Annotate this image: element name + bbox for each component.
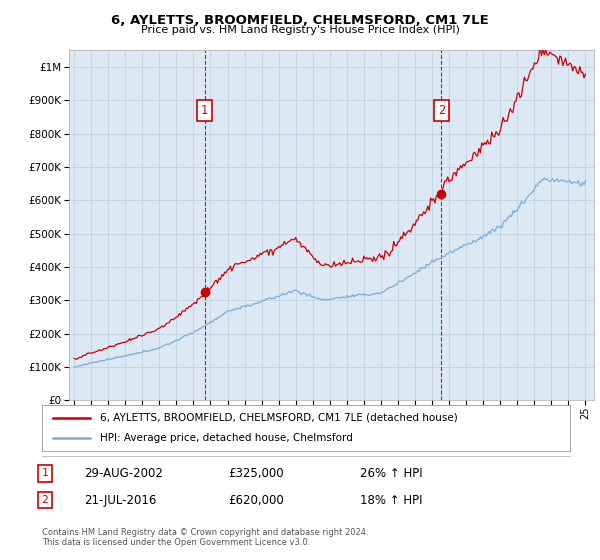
Text: 26% ↑ HPI: 26% ↑ HPI bbox=[360, 466, 422, 480]
Text: £620,000: £620,000 bbox=[228, 493, 284, 507]
Text: HPI: Average price, detached house, Chelmsford: HPI: Average price, detached house, Chel… bbox=[100, 433, 353, 443]
Text: £325,000: £325,000 bbox=[228, 466, 284, 480]
Text: 6, AYLETTS, BROOMFIELD, CHELMSFORD, CM1 7LE (detached house): 6, AYLETTS, BROOMFIELD, CHELMSFORD, CM1 … bbox=[100, 413, 458, 423]
Text: 2: 2 bbox=[41, 495, 49, 505]
Text: Price paid vs. HM Land Registry's House Price Index (HPI): Price paid vs. HM Land Registry's House … bbox=[140, 25, 460, 35]
Text: 6, AYLETTS, BROOMFIELD, CHELMSFORD, CM1 7LE: 6, AYLETTS, BROOMFIELD, CHELMSFORD, CM1 … bbox=[111, 14, 489, 27]
Text: Contains HM Land Registry data © Crown copyright and database right 2024.
This d: Contains HM Land Registry data © Crown c… bbox=[42, 528, 368, 547]
Text: 1: 1 bbox=[41, 468, 49, 478]
Text: 18% ↑ HPI: 18% ↑ HPI bbox=[360, 493, 422, 507]
Text: 29-AUG-2002: 29-AUG-2002 bbox=[84, 466, 163, 480]
Text: 21-JUL-2016: 21-JUL-2016 bbox=[84, 493, 157, 507]
Text: 2: 2 bbox=[438, 104, 445, 117]
Text: 1: 1 bbox=[201, 104, 208, 117]
